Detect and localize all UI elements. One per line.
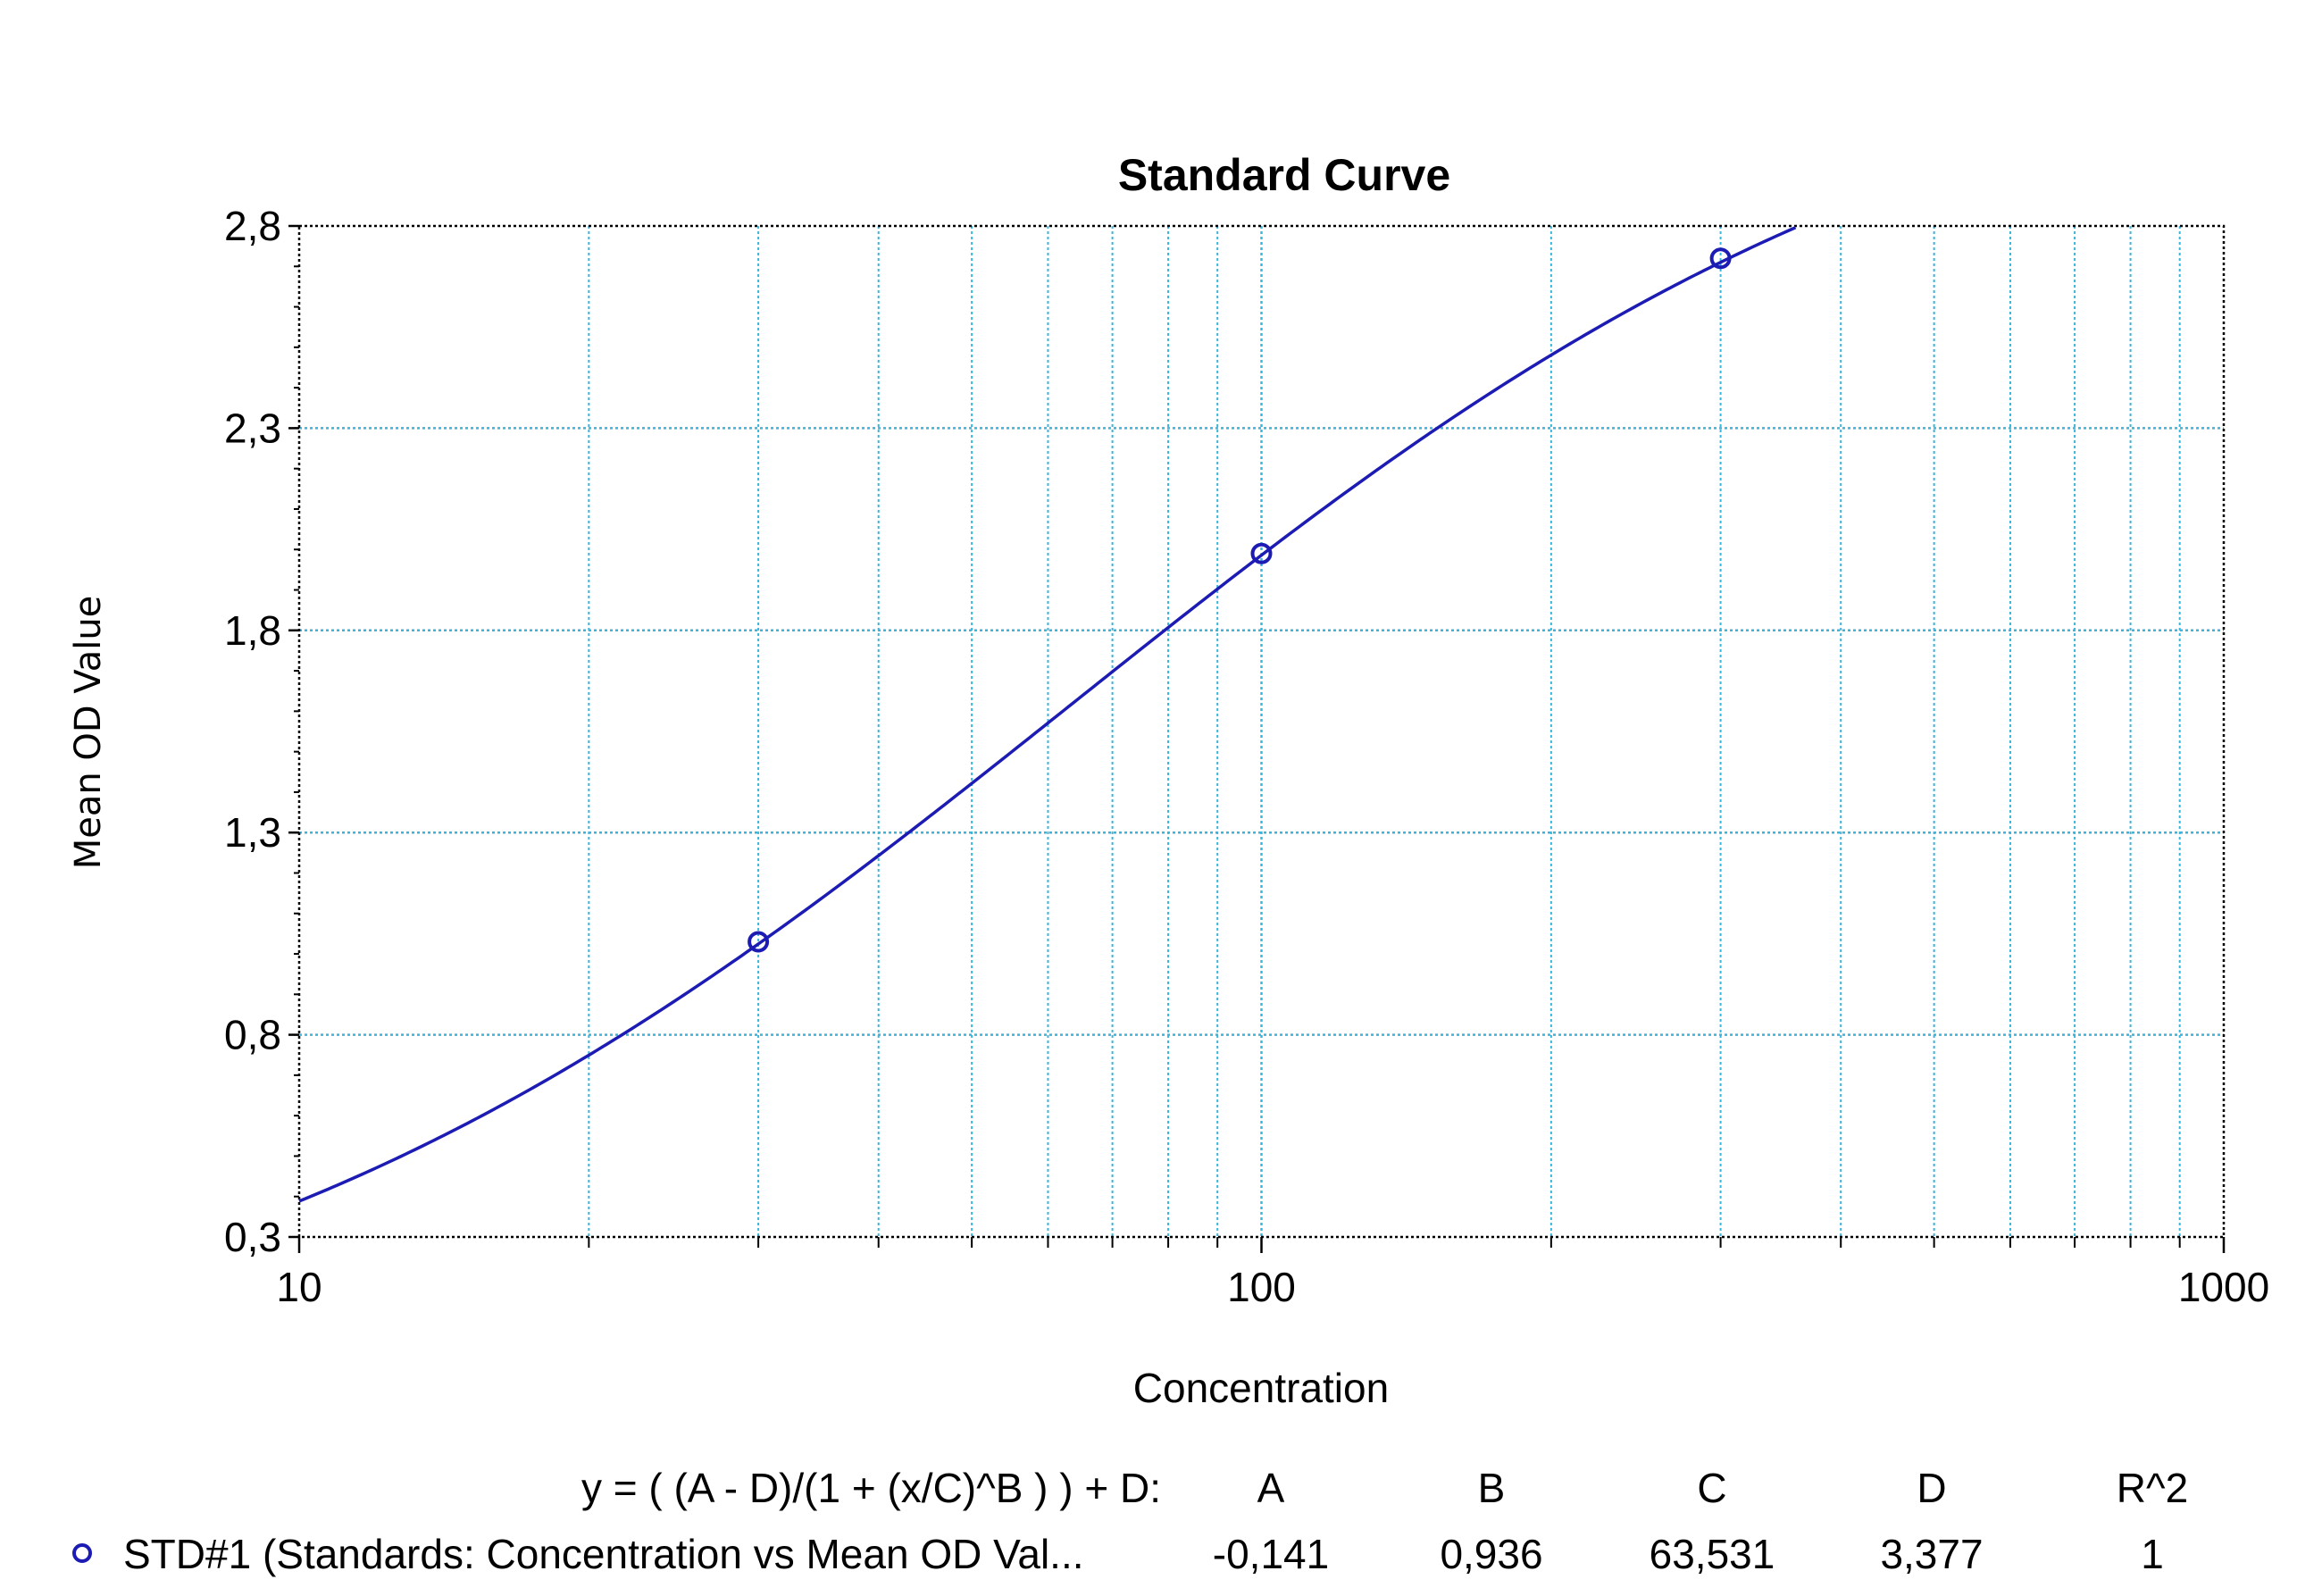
legend-value-c: 63,531	[1650, 1531, 1775, 1577]
legend-value-r2: 1	[2141, 1531, 2164, 1577]
x-tick-label: 10	[276, 1264, 322, 1310]
legend-header-b: B	[1478, 1465, 1506, 1511]
legend-equation: y = ( (A - D)/(1 + (x/C)^B ) ) + D:	[581, 1465, 1161, 1511]
legend-header-d: D	[1917, 1465, 1946, 1511]
major-grid	[299, 226, 2224, 1237]
y-tick-label: 1,3	[224, 809, 281, 856]
data-point	[1709, 247, 1732, 270]
minor-grid	[588, 226, 2181, 1237]
legend-value-b: 0,936	[1440, 1531, 1542, 1577]
legend-value-d: 3,377	[1880, 1531, 1983, 1577]
y-tick-label: 0,8	[224, 1012, 281, 1058]
data-point	[1250, 542, 1273, 564]
x-tick-label: 100	[1227, 1264, 1296, 1310]
chart-title: Standard Curve	[1118, 150, 1450, 200]
legend-marker	[72, 1543, 92, 1563]
legend: y = ( (A - D)/(1 + (x/C)^B ) ) + D: A B C D…	[72, 1465, 2189, 1577]
y-axis-label: Mean OD Value	[68, 596, 109, 870]
legend-headers: A B C D R^2	[1257, 1465, 2189, 1511]
x-tick-label: 1000	[2178, 1264, 2269, 1310]
data-point	[748, 931, 770, 953]
legend-row-label: STD#1 (Standards: Concentration vs Mean …	[123, 1531, 1084, 1577]
y-tick-label: 0,3	[224, 1214, 281, 1260]
fit-curve	[298, 226, 1797, 1203]
y-tick-label: 1,8	[224, 607, 281, 654]
y-tick-label: 2,3	[224, 405, 281, 451]
y-axis-tick-labels: 0,3 0,8 1,3 1,8 2,3 2,8	[224, 203, 281, 1260]
data-points	[748, 247, 1732, 953]
y-tick-label: 2,8	[224, 203, 281, 249]
legend-header-c: C	[1697, 1465, 1726, 1511]
legend-header-a: A	[1257, 1465, 1285, 1511]
y-axis-ticks	[288, 224, 299, 1239]
x-axis-label: Concentration	[1133, 1365, 1389, 1411]
x-axis-tick-labels: 10 100 1000	[276, 1264, 2269, 1310]
legend-value-a: -0,141	[1213, 1531, 1329, 1577]
legend-values: -0,141 0,936 63,531 3,377 1	[1213, 1531, 2164, 1577]
legend-header-r2: R^2	[2117, 1465, 2188, 1511]
x-axis-ticks	[297, 1237, 2226, 1253]
